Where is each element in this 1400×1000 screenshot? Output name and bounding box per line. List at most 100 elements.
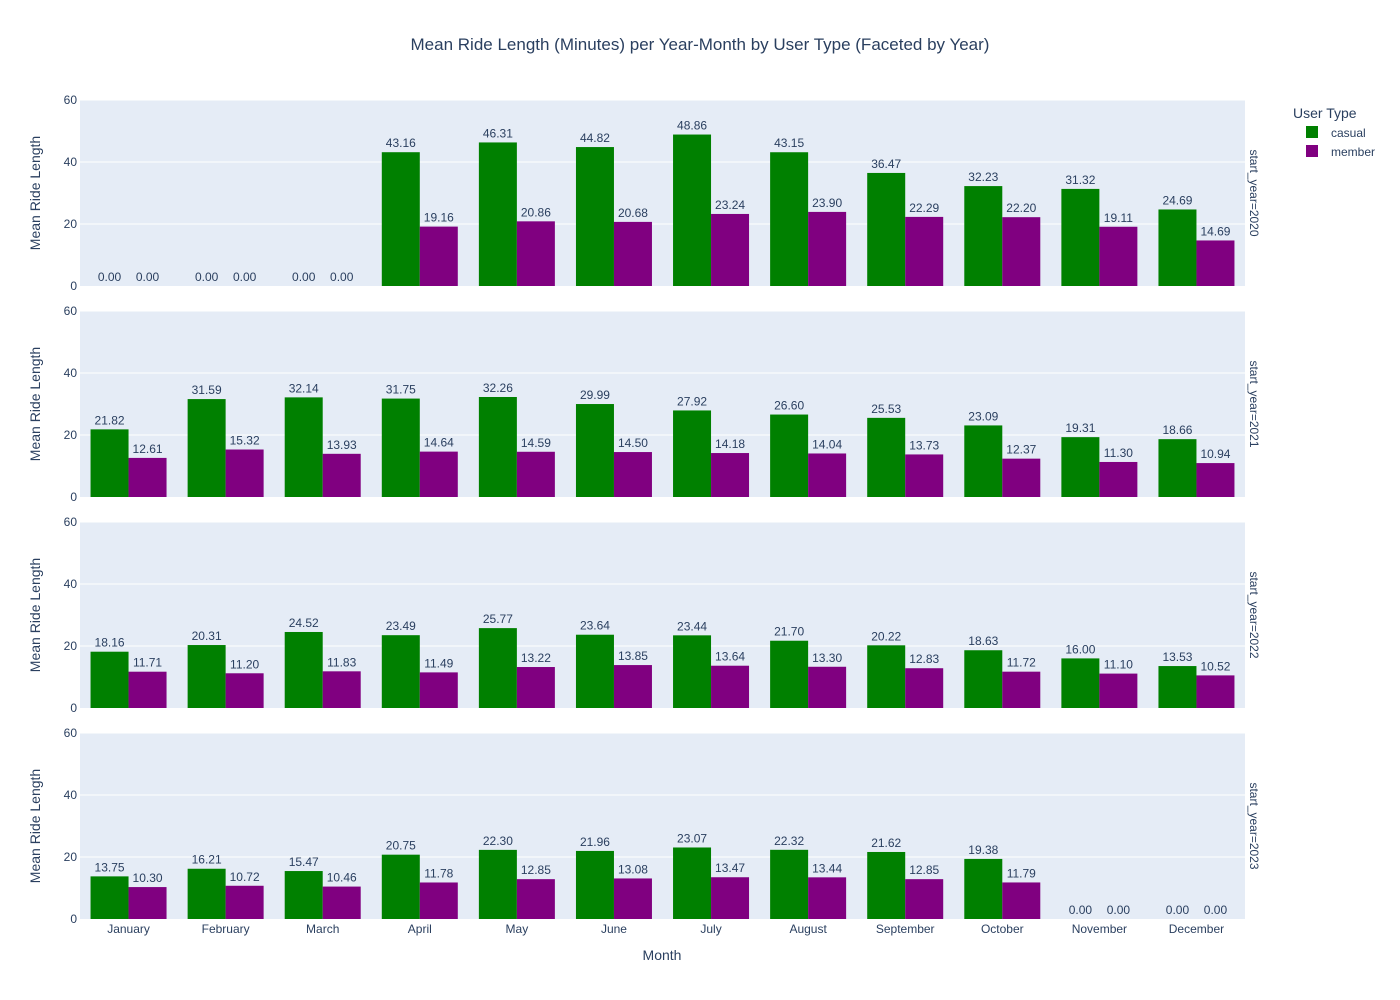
data-label: 19.11 [1104,211,1133,225]
data-label: 19.16 [424,211,454,225]
bar-casual [964,186,1003,286]
bar-casual [187,645,226,708]
x-tick-label: May [506,922,529,936]
legend-label: member [1331,145,1375,159]
bar-casual [284,631,323,708]
y-tick-label: 20 [64,217,78,231]
y-tick-label: 0 [70,701,77,715]
data-label: 15.47 [289,855,319,869]
data-label: 0.00 [1107,903,1131,917]
facet-label: start_year=2020 [1247,149,1261,236]
data-label: 21.82 [95,413,125,427]
data-label: 0.00 [233,270,257,284]
data-label: 20.86 [521,205,551,219]
data-label: 13.75 [95,860,125,874]
x-tick-label: August [789,922,827,936]
bar-casual [1061,437,1100,497]
data-label: 23.24 [715,198,745,212]
y-axis-title: Mean Ride Length [27,347,43,461]
bar-casual [770,414,809,497]
legend: User Type casual member [1293,105,1375,159]
data-label: 31.59 [192,383,222,397]
bar-member [1196,463,1235,497]
data-label: 23.49 [386,619,416,633]
data-label: 43.16 [386,136,416,150]
bar-casual [1061,658,1100,708]
facet-label: start_year=2022 [1247,571,1261,658]
bar-member [808,211,847,286]
y-axis-title: Mean Ride Length [27,558,43,672]
data-label: 12.83 [909,652,939,666]
plot-background [80,522,1245,708]
chart-title: Mean Ride Length (Minutes) per Year-Mont… [411,35,990,54]
bar-casual [575,147,614,286]
bar-member [613,878,652,919]
bar-casual [964,425,1003,497]
legend-title: User Type [1293,105,1357,121]
data-label: 14.69 [1200,224,1230,238]
data-label: 31.32 [1065,173,1095,187]
data-label: 22.29 [909,201,939,215]
data-label: 11.79 [1007,866,1036,880]
bar-casual [90,876,129,919]
data-label: 10.94 [1200,447,1230,461]
plot-background [80,100,1245,286]
data-label: 13.93 [327,438,357,452]
bar-casual [867,417,906,497]
data-label: 21.62 [871,836,901,850]
y-axis-title: Mean Ride Length [27,136,43,250]
data-label: 16.21 [192,853,222,867]
data-label: 13.53 [1162,650,1192,664]
bar-casual [673,134,712,286]
data-label: 11.20 [230,657,259,671]
bar-member [516,667,555,708]
y-tick-label: 0 [70,279,77,293]
x-tick-label: July [700,922,721,936]
data-label: 24.52 [289,616,319,630]
bar-casual [1158,209,1197,286]
data-label: 22.32 [774,834,804,848]
bar-casual [575,404,614,497]
y-tick-label: 40 [64,788,78,802]
x-tick-label: March [306,922,339,936]
data-label: 10.72 [230,870,260,884]
y-tick-label: 20 [64,639,78,653]
y-tick-label: 60 [64,93,78,107]
data-label: 13.44 [812,861,842,875]
data-label: 16.00 [1065,642,1095,656]
data-label: 21.70 [774,625,804,639]
data-label: 14.04 [812,437,842,451]
bar-member [1002,217,1041,286]
data-label: 0.00 [1166,903,1190,917]
data-label: 10.30 [133,871,163,885]
y-axis-title: Mean Ride Length [27,769,43,883]
legend-swatch [1306,126,1318,138]
facet-panel: 0 20 40 60 Mean Ride Length start_year=2021 21… [27,304,1261,504]
legend-label: casual [1331,126,1366,140]
legend-item-member[interactable]: member [1306,145,1375,159]
data-label: 25.77 [483,612,513,626]
y-tick-label: 60 [64,726,78,740]
legend-item-casual[interactable]: casual [1306,126,1366,140]
bar-member [128,671,167,708]
data-label: 11.30 [1104,446,1133,460]
x-tick-labels: January February March April May June July Augu… [107,922,1224,936]
data-label: 27.92 [677,394,707,408]
bar-member [516,221,555,286]
bar-casual [284,397,323,497]
facet-panel: 0 20 40 60 Mean Ride Length start_year=2020 0.… [27,93,1261,293]
y-tick-label: 20 [64,428,78,442]
data-label: 31.75 [386,383,416,397]
data-label: 10.52 [1200,659,1230,673]
facet-panels: 0 20 40 60 Mean Ride Length start_year=2020 0.… [27,93,1261,926]
bar-casual [1061,188,1100,286]
bar-casual [575,634,614,708]
data-label: 11.71 [133,656,162,670]
facet-label: start_year=2023 [1247,782,1261,869]
data-label: 15.32 [230,434,260,448]
facet-label: start_year=2021 [1247,360,1261,447]
bar-member [419,226,458,286]
bar-casual [1158,666,1197,708]
y-tick-label: 60 [64,515,78,529]
